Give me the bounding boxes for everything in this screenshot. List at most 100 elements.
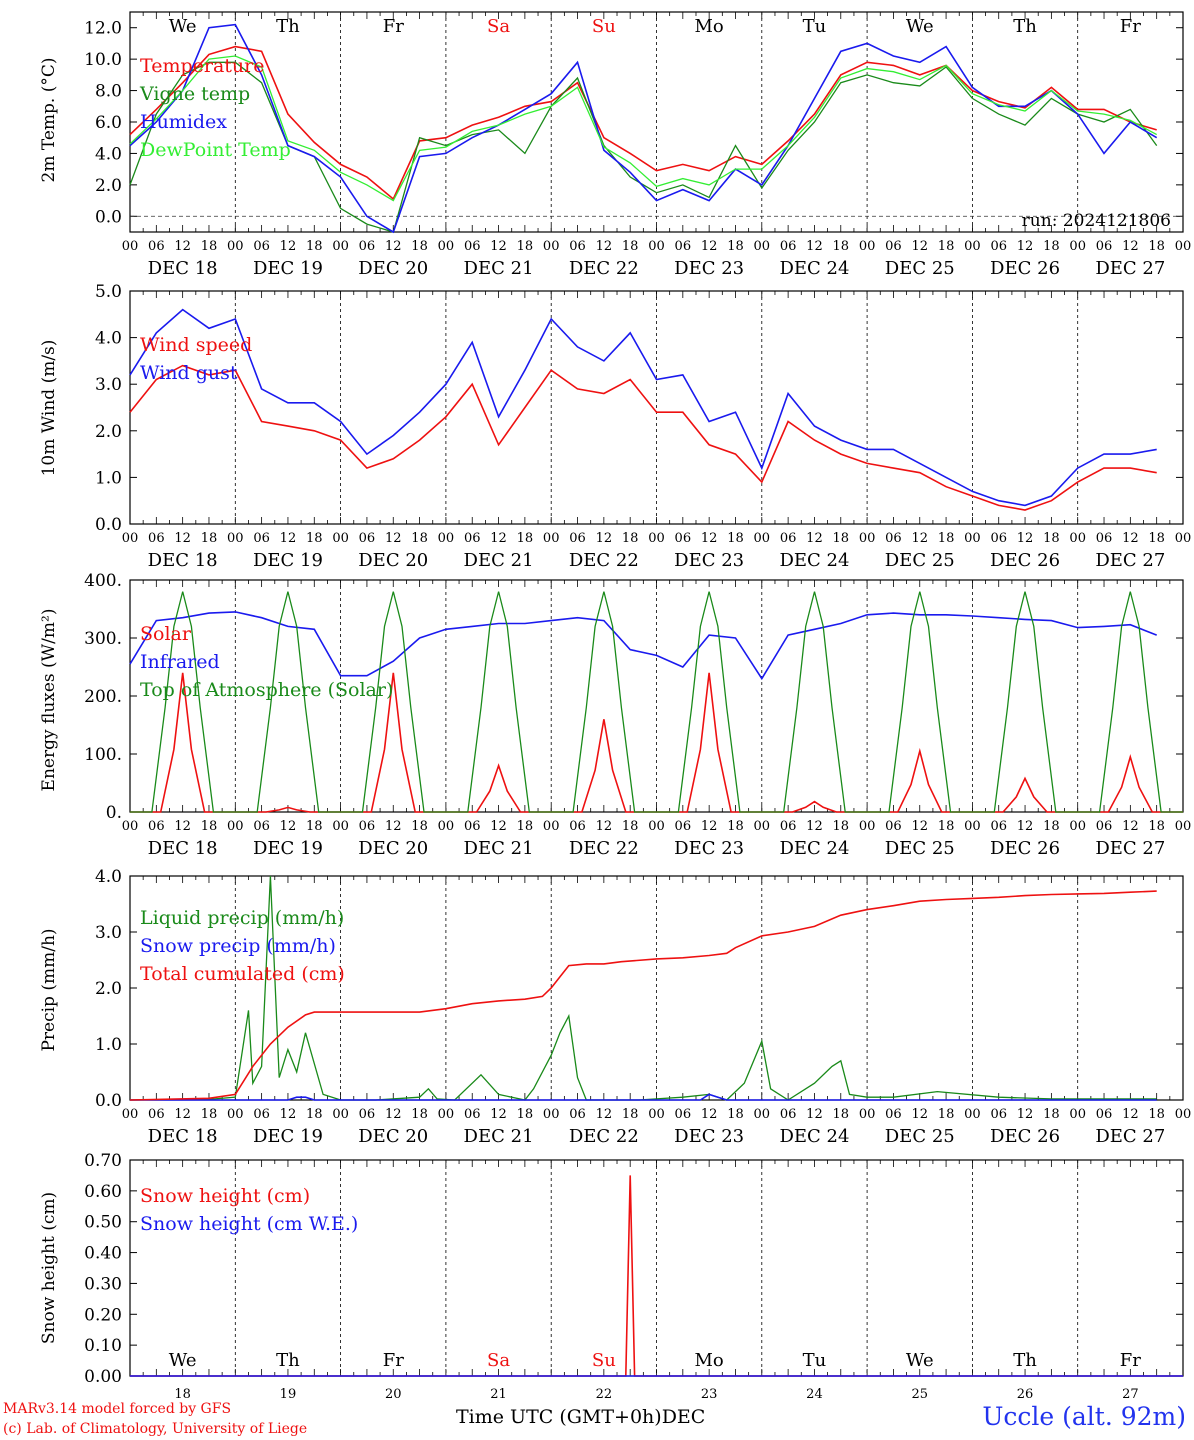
- precip-date-label: DEC 27: [1095, 1126, 1165, 1147]
- precip-series-snow-precip-mm-h: [130, 1093, 1157, 1101]
- temperature-hour-tick-label: 00: [543, 239, 560, 254]
- wind-series-wind-gust: [129, 308, 1157, 507]
- precip-hour-tick-label: 18: [1043, 1107, 1060, 1122]
- snow-day-number: 24: [806, 1387, 823, 1402]
- precip-date-label: DEC 18: [148, 1126, 218, 1147]
- wind-hour-tick-label: 00: [438, 531, 455, 546]
- precip-hour-tick-label: 12: [701, 1107, 718, 1122]
- precip-ytick-label: 2.0: [95, 979, 122, 999]
- energy-hour-tick-label: 06: [464, 819, 481, 834]
- precip-hour-tick-label: 00: [543, 1107, 560, 1122]
- temperature-ytick-label: 0.0: [95, 207, 122, 227]
- precip-ytick-label: 4.0: [95, 867, 122, 887]
- model-credit: MARv3.14 model forced by GFS: [3, 1401, 232, 1417]
- precip-hour-tick-label: 00: [859, 1107, 876, 1122]
- wind-date-label: DEC 21: [464, 550, 534, 571]
- temperature-weekday-label: Sa: [487, 16, 510, 37]
- energy-hour-tick-label: 00: [648, 819, 665, 834]
- temperature-legend-vigne-temp: Vigne temp: [139, 83, 250, 105]
- snow-day-number: 18: [174, 1387, 191, 1402]
- wind-hour-tick-label: 18: [1148, 531, 1165, 546]
- temperature-hour-tick-label: 12: [596, 239, 613, 254]
- wind-date-label: DEC 25: [885, 550, 955, 571]
- precip-date-label: DEC 21: [464, 1126, 534, 1147]
- wind-date-label: DEC 27: [1095, 550, 1165, 571]
- temperature-hour-tick-label: 12: [1017, 239, 1034, 254]
- precip-hour-tick-label: 18: [622, 1107, 639, 1122]
- temperature-hour-tick-label: 18: [938, 239, 955, 254]
- wind-hour-tick-label: 12: [174, 531, 191, 546]
- energy-date-label: DEC 24: [779, 838, 849, 859]
- energy-hour-tick-label: 06: [359, 819, 376, 834]
- energy-hour-tick-label: 06: [675, 819, 692, 834]
- temperature-hour-tick-label: 12: [806, 239, 823, 254]
- precip-date-label: DEC 24: [779, 1126, 849, 1147]
- wind-series-wind-speed: [129, 364, 1157, 511]
- temperature-weekday-label: Fr: [383, 16, 404, 37]
- temperature-hour-tick-label: 18: [1043, 239, 1060, 254]
- precip-legend-liquid-precip-mm-h: Liquid precip (mm/h): [140, 907, 344, 929]
- precip-hour-tick-label: 18: [411, 1107, 428, 1122]
- precip-hour-tick-label: 00: [438, 1107, 455, 1122]
- temperature-hour-tick-label: 12: [490, 239, 507, 254]
- temperature-weekday-label: We: [169, 16, 197, 37]
- temperature-hour-tick-label: 06: [1096, 239, 1113, 254]
- precip-hour-tick-label: 12: [280, 1107, 297, 1122]
- energy-legend-top-of-atmosphere-solar: Top of Atmosphere (Solar): [140, 679, 393, 701]
- wind-hour-tick-label: 00: [1069, 531, 1086, 546]
- temperature-hour-tick-label-final: 00: [1175, 239, 1192, 254]
- energy-hour-tick-label: 18: [1043, 819, 1060, 834]
- energy-hour-tick-label: 12: [1122, 819, 1139, 834]
- snow-weekday-label: We: [906, 1350, 934, 1371]
- precip-hour-tick-label: 18: [727, 1107, 744, 1122]
- wind-hour-tick-label-final: 00: [1175, 531, 1192, 546]
- snow-ytick-label: 0.20: [84, 1305, 122, 1325]
- temperature-hour-tick-label: 18: [833, 239, 850, 254]
- energy-hour-tick-label: 00: [964, 819, 981, 834]
- temperature-date-label: DEC 25: [885, 258, 955, 279]
- wind-hour-tick-label: 18: [1043, 531, 1060, 546]
- wind-hour-tick-label: 06: [253, 531, 270, 546]
- precip-date-label: DEC 22: [569, 1126, 639, 1147]
- energy-hour-tick-label: 12: [174, 819, 191, 834]
- energy-hour-tick-label: 06: [990, 819, 1007, 834]
- energy-date-label: DEC 27: [1095, 838, 1165, 859]
- wind-date-label: DEC 18: [148, 550, 218, 571]
- temperature-hour-tick-label: 00: [859, 239, 876, 254]
- wind-hour-tick-label: 06: [148, 531, 165, 546]
- wind-hour-tick-label: 00: [227, 531, 244, 546]
- energy-legend-infrared: Infrared: [140, 651, 220, 673]
- temperature-date-label: DEC 19: [253, 258, 323, 279]
- temperature-weekday-label: We: [906, 16, 934, 37]
- energy-date-label: DEC 18: [148, 838, 218, 859]
- energy-ytick-label: 400.: [84, 571, 122, 591]
- precip-ytick-label: 0.0: [95, 1091, 122, 1111]
- x-axis-title-text: Time UTC (GMT+0h): [456, 1406, 662, 1428]
- temperature-hour-tick-label: 18: [727, 239, 744, 254]
- energy-hour-tick-label: 18: [938, 819, 955, 834]
- snow-day-number: 23: [701, 1387, 718, 1402]
- energy-hour-tick-label: 12: [385, 819, 402, 834]
- precip-hour-tick-label: 18: [201, 1107, 218, 1122]
- energy-hour-tick-label: 18: [201, 819, 218, 834]
- energy-series-infrared: [129, 611, 1157, 681]
- wind-hour-tick-label: 12: [806, 531, 823, 546]
- snow-day-number: 22: [596, 1387, 613, 1402]
- precip-hour-tick-label: 18: [517, 1107, 534, 1122]
- precip-ylabel: Precip (mm/h): [39, 928, 59, 1051]
- precip-hour-tick-label: 00: [648, 1107, 665, 1122]
- temperature-hour-tick-label: 18: [1148, 239, 1165, 254]
- temperature-hour-tick-label: 06: [464, 239, 481, 254]
- precip-hour-tick-label: 12: [385, 1107, 402, 1122]
- wind-hour-tick-label: 06: [990, 531, 1007, 546]
- energy-hour-tick-label: 18: [833, 819, 850, 834]
- energy-hour-tick-label: 12: [1017, 819, 1034, 834]
- energy-hour-tick-label: 00: [859, 819, 876, 834]
- temperature-ytick-label: 6.0: [95, 113, 122, 133]
- temperature-date-label: DEC 22: [569, 258, 639, 279]
- snow-legend-snow-height-cm-w-e: Snow height (cm W.E.): [140, 1213, 358, 1235]
- energy-hour-tick-label: 12: [490, 819, 507, 834]
- snow-ytick-label: 0.60: [84, 1182, 122, 1202]
- precip-hour-tick-label: 12: [806, 1107, 823, 1122]
- temperature-hour-tick-label: 00: [1069, 239, 1086, 254]
